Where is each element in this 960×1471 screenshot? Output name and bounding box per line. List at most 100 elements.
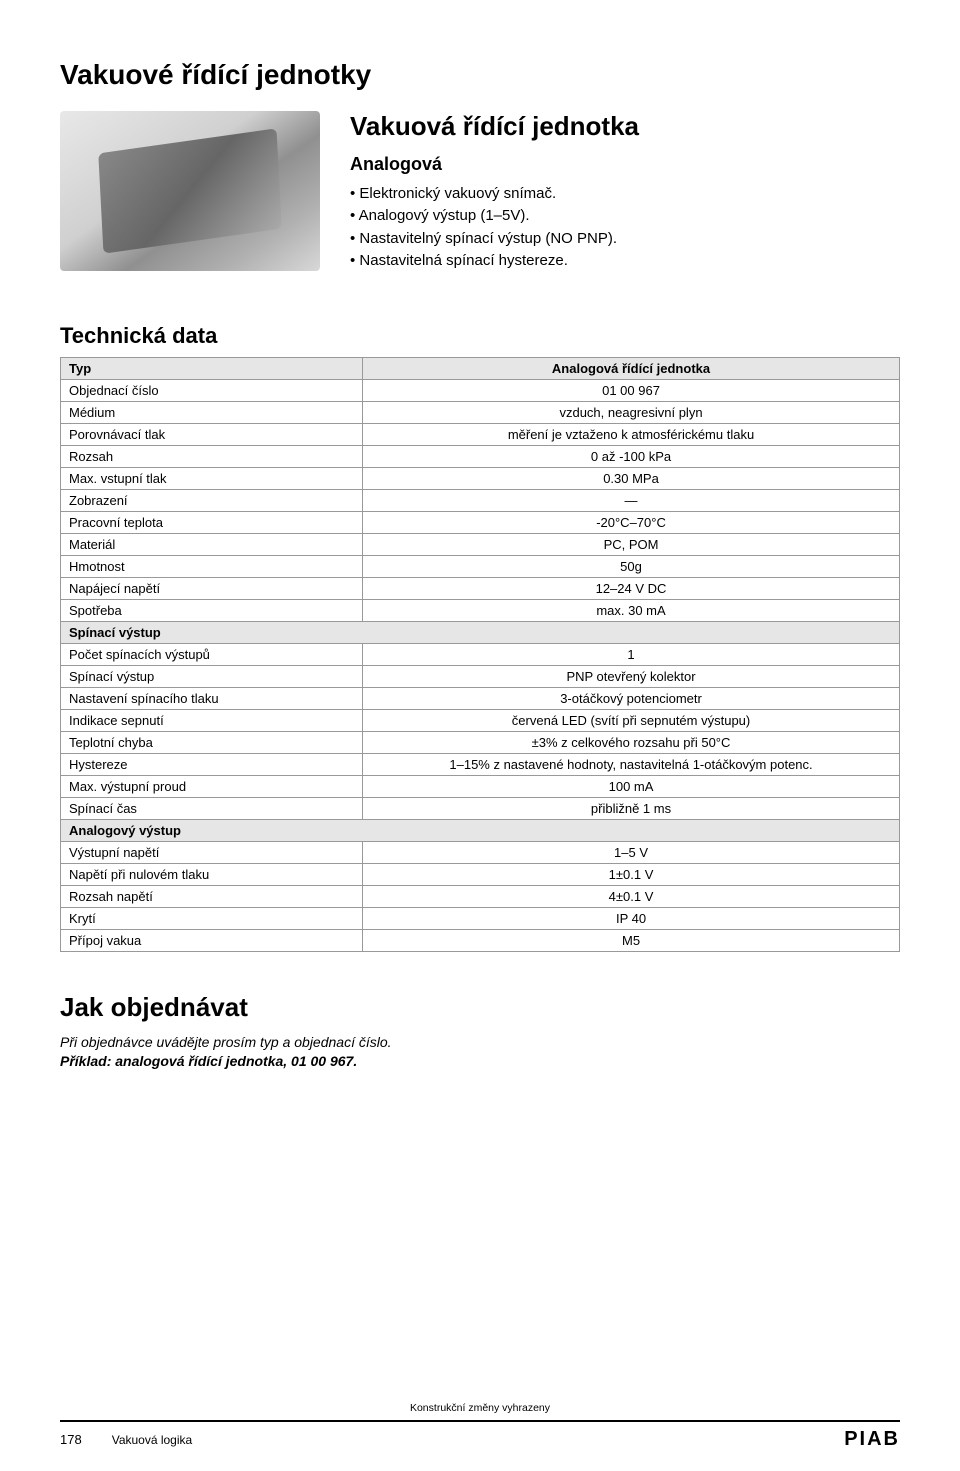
footer-bar: 178 Vakuová logika PIAB xyxy=(60,1420,900,1451)
cell-label: Médium xyxy=(61,401,363,423)
cell-value: PC, POM xyxy=(363,533,900,555)
cell-label: Materiál xyxy=(61,533,363,555)
table-row: Počet spínacích výstupů1 xyxy=(61,643,900,665)
table-row: Hystereze1–15% z nastavené hodnoty, nast… xyxy=(61,753,900,775)
order-block: Jak objednávat Při objednávce uvádějte p… xyxy=(60,992,900,1072)
cell-value: 1–5 V xyxy=(363,841,900,863)
cell-value: 12–24 V DC xyxy=(363,577,900,599)
table-row: Hmotnost50g xyxy=(61,555,900,577)
hero-text: Vakuová řídící jednotka Analogová Elektr… xyxy=(350,111,900,273)
table-row: Nastavení spínacího tlaku3-otáčkový pote… xyxy=(61,687,900,709)
table-row: Pracovní teplota-20°C–70°C xyxy=(61,511,900,533)
cell-value: přibližně 1 ms xyxy=(363,797,900,819)
order-line-1: Při objednávce uvádějte prosím typ a obj… xyxy=(60,1033,900,1053)
cell-label: Spínací výstup xyxy=(61,665,363,687)
cell-value: IP 40 xyxy=(363,907,900,929)
hero-bullets: Elektronický vakuový snímač. Analogový v… xyxy=(350,183,900,273)
footer: Konstrukční změny vyhrazeny 178 Vakuová … xyxy=(60,1402,900,1451)
footer-note: Konstrukční změny vyhrazeny xyxy=(60,1402,900,1414)
table-row: Indikace sepnutíčervená LED (svítí při s… xyxy=(61,709,900,731)
table-row: Teplotní chyba±3% z celkového rozsahu př… xyxy=(61,731,900,753)
cell-value: 1–15% z nastavené hodnoty, nastavitelná … xyxy=(363,753,900,775)
cell-value: max. 30 mA xyxy=(363,599,900,621)
table-row: Médiumvzduch, neagresivní plyn xyxy=(61,401,900,423)
table-row: Objednací číslo01 00 967 xyxy=(61,379,900,401)
cell-label: Pracovní teplota xyxy=(61,511,363,533)
cell-value: vzduch, neagresivní plyn xyxy=(363,401,900,423)
cell-value: M5 xyxy=(363,929,900,951)
cell-value: -20°C–70°C xyxy=(363,511,900,533)
cell-value: 50g xyxy=(363,555,900,577)
tech-data-heading: Technická data xyxy=(60,323,900,349)
table-section-row: Analogový výstup xyxy=(61,819,900,841)
table-row: Napětí při nulovém tlaku1±0.1 V xyxy=(61,863,900,885)
table-row: KrytíIP 40 xyxy=(61,907,900,929)
cell-label: Přípoj vakua xyxy=(61,929,363,951)
brand-logo: PIAB xyxy=(844,1428,900,1451)
cell-value: 100 mA xyxy=(363,775,900,797)
cell-label: Hmotnost xyxy=(61,555,363,577)
page-number: 178 xyxy=(60,1432,82,1447)
cell-label: Objednací číslo xyxy=(61,379,363,401)
header-value: Analogová řídící jednotka xyxy=(363,357,900,379)
cell-value: 3-otáčkový potenciometr xyxy=(363,687,900,709)
cell-label: Výstupní napětí xyxy=(61,841,363,863)
cell-value: — xyxy=(363,489,900,511)
cell-value: 1±0.1 V xyxy=(363,863,900,885)
order-heading: Jak objednávat xyxy=(60,992,900,1023)
hero-heading: Vakuová řídící jednotka xyxy=(350,111,900,142)
cell-label: Napájecí napětí xyxy=(61,577,363,599)
cell-value: 1 xyxy=(363,643,900,665)
table-row: MateriálPC, POM xyxy=(61,533,900,555)
cell-value: 01 00 967 xyxy=(363,379,900,401)
cell-label: Počet spínacích výstupů xyxy=(61,643,363,665)
table-row: Spínací výstupPNP otevřený kolektor xyxy=(61,665,900,687)
cell-value: červená LED (svítí při sepnutém výstupu) xyxy=(363,709,900,731)
footer-section: Vakuová logika xyxy=(112,1433,193,1447)
table-row: Přípoj vakuaM5 xyxy=(61,929,900,951)
cell-label: Max. vstupní tlak xyxy=(61,467,363,489)
table-row: Spínací časpřibližně 1 ms xyxy=(61,797,900,819)
cell-value: 4±0.1 V xyxy=(363,885,900,907)
table-row: Zobrazení— xyxy=(61,489,900,511)
cell-label: Rozsah xyxy=(61,445,363,467)
product-photo xyxy=(60,111,320,271)
bullet-item: Analogový výstup (1–5V). xyxy=(350,205,900,228)
tech-data-table: Typ Analogová řídící jednotka Objednací … xyxy=(60,357,900,952)
cell-label: Rozsah napětí xyxy=(61,885,363,907)
cell-label: Krytí xyxy=(61,907,363,929)
cell-value: PNP otevřený kolektor xyxy=(363,665,900,687)
hero-subheading: Analogová xyxy=(350,154,900,175)
table-row: Výstupní napětí1–5 V xyxy=(61,841,900,863)
table-row: Napájecí napětí12–24 V DC xyxy=(61,577,900,599)
hero-block: Vakuová řídící jednotka Analogová Elektr… xyxy=(60,111,900,273)
bullet-item: Elektronický vakuový snímač. xyxy=(350,183,900,206)
table-row: Rozsah napětí4±0.1 V xyxy=(61,885,900,907)
table-row: Rozsah0 až -100 kPa xyxy=(61,445,900,467)
bullet-item: Nastavitelný spínací výstup (NO PNP). xyxy=(350,228,900,251)
cell-value: měření je vztaženo k atmosférickému tlak… xyxy=(363,423,900,445)
page-title: Vakuové řídící jednotky xyxy=(60,59,900,91)
table-row: Porovnávací tlakměření je vztaženo k atm… xyxy=(61,423,900,445)
footer-left: 178 Vakuová logika xyxy=(60,1432,192,1447)
cell-label: Zobrazení xyxy=(61,489,363,511)
table-header-row: Typ Analogová řídící jednotka xyxy=(61,357,900,379)
cell-label: Hystereze xyxy=(61,753,363,775)
cell-label: Spínací čas xyxy=(61,797,363,819)
order-line-2: Příklad: analogová řídící jednotka, 01 0… xyxy=(60,1052,900,1072)
cell-value: 0 až -100 kPa xyxy=(363,445,900,467)
cell-label: Nastavení spínacího tlaku xyxy=(61,687,363,709)
cell-value: ±3% z celkového rozsahu při 50°C xyxy=(363,731,900,753)
cell-label: Spotřeba xyxy=(61,599,363,621)
section-switch-output: Spínací výstup xyxy=(61,621,900,643)
order-text: Při objednávce uvádějte prosím typ a obj… xyxy=(60,1033,900,1072)
cell-label: Porovnávací tlak xyxy=(61,423,363,445)
cell-label: Teplotní chyba xyxy=(61,731,363,753)
table-section-row: Spínací výstup xyxy=(61,621,900,643)
table-row: Max. výstupní proud100 mA xyxy=(61,775,900,797)
cell-label: Max. výstupní proud xyxy=(61,775,363,797)
cell-label: Indikace sepnutí xyxy=(61,709,363,731)
bullet-item: Nastavitelná spínací hystereze. xyxy=(350,250,900,273)
header-type: Typ xyxy=(61,357,363,379)
section-analog-output: Analogový výstup xyxy=(61,819,900,841)
